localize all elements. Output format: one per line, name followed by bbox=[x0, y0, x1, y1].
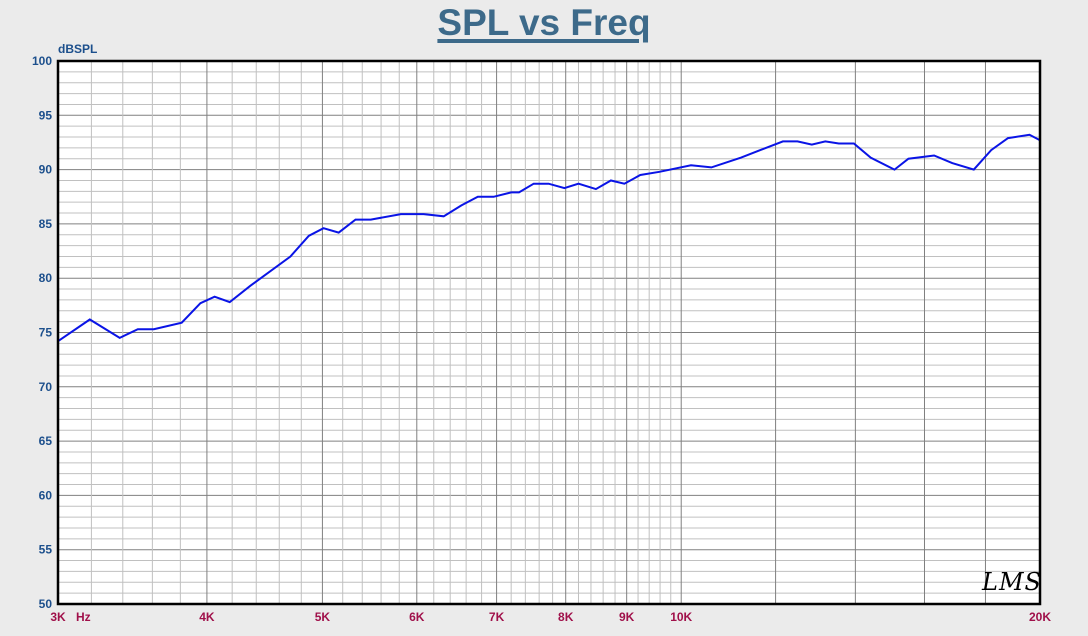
lms-logo: LMS bbox=[982, 568, 1042, 596]
x-tick-label: 20K bbox=[1029, 610, 1051, 624]
y-tick-label: 95 bbox=[39, 108, 53, 122]
y-tick-label: 50 bbox=[39, 597, 53, 611]
y-tick-label: 75 bbox=[39, 326, 53, 340]
x-tick-label: 6K bbox=[409, 610, 425, 624]
x-axis-unit-label: Hz bbox=[76, 610, 91, 624]
plot-frame bbox=[56, 59, 1042, 606]
y-tick-label: 70 bbox=[39, 380, 53, 394]
y-tick-label: 90 bbox=[39, 163, 53, 177]
y-tick-label: 85 bbox=[39, 217, 53, 231]
x-tick-label: 9K bbox=[619, 610, 635, 624]
x-tick-label: 5K bbox=[315, 610, 331, 624]
y-axis-ticks: 100 95 90 85 80 75 70 65 60 55 50 bbox=[32, 54, 52, 611]
grid-lines bbox=[58, 60, 1040, 605]
y-tick-label: 60 bbox=[39, 488, 53, 502]
y-axis-unit-label: dBSPL bbox=[58, 42, 98, 56]
chart-title: SPL vs Freq bbox=[437, 2, 651, 43]
x-tick-label: 3K bbox=[50, 610, 66, 624]
x-tick-label: 8K bbox=[558, 610, 574, 624]
y-tick-label: 80 bbox=[39, 271, 53, 285]
x-tick-label: 10K bbox=[670, 610, 692, 624]
x-tick-label: 4K bbox=[199, 610, 215, 624]
y-tick-label: 100 bbox=[32, 54, 52, 68]
x-tick-label: 7K bbox=[489, 610, 505, 624]
spl-curve bbox=[57, 133, 1041, 343]
y-tick-label: 55 bbox=[39, 543, 53, 557]
y-tick-label: 65 bbox=[39, 434, 53, 448]
x-axis-ticks: 3K 4K 5K 6K 7K 8K 9K 10K 20K bbox=[50, 610, 1051, 624]
